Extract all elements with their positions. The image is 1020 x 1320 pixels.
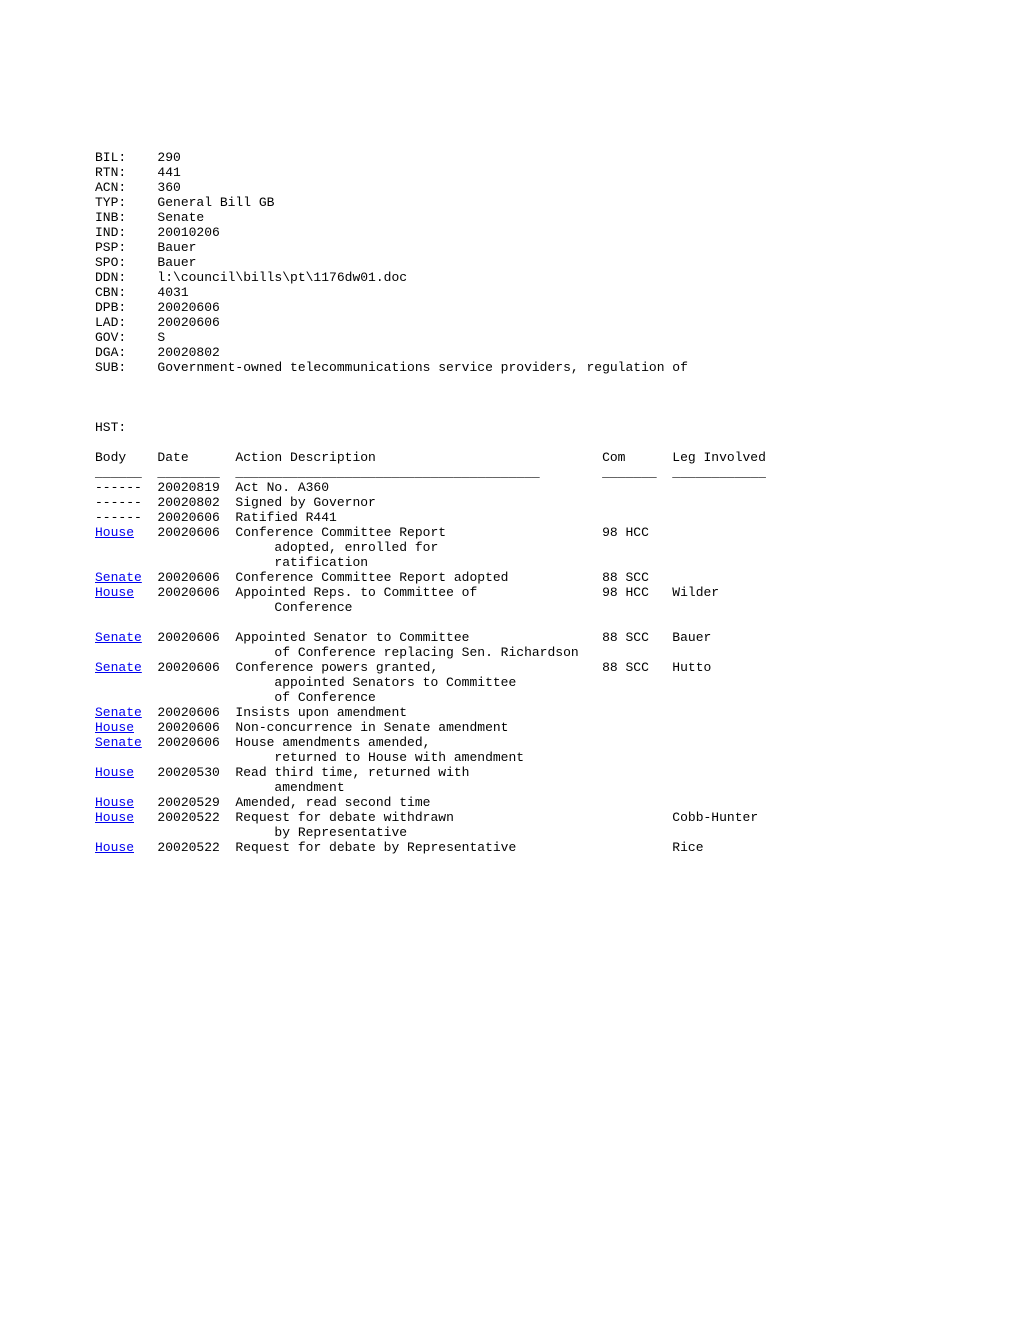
body-link[interactable]: House — [95, 810, 134, 825]
body-link[interactable]: Senate — [95, 735, 142, 750]
body-link[interactable]: House — [95, 720, 134, 735]
document-body: BIL: 290 RTN: 441 ACN: 360 TYP: General … — [95, 150, 1020, 870]
body-link[interactable]: Senate — [95, 705, 142, 720]
body-link[interactable]: House — [95, 765, 134, 780]
body-link[interactable]: House — [95, 585, 134, 600]
body-link[interactable]: House — [95, 525, 134, 540]
body-link[interactable]: House — [95, 840, 134, 855]
body-link[interactable]: House — [95, 795, 134, 810]
body-link[interactable]: Senate — [95, 630, 142, 645]
body-link[interactable]: Senate — [95, 570, 142, 585]
body-link[interactable]: Senate — [95, 660, 142, 675]
